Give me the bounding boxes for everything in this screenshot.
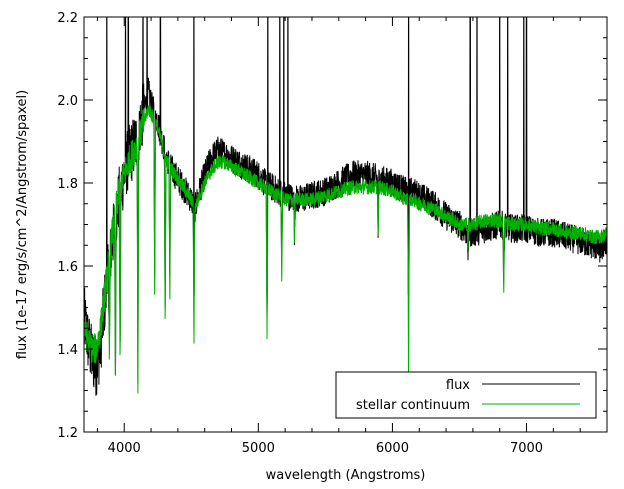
legend-label-flux: flux	[446, 378, 470, 393]
x-tick-label: 4000	[108, 441, 141, 456]
legend-box	[335, 371, 597, 419]
y-tick-label: 2.0	[57, 94, 78, 109]
series-line-stellar-continuum	[84, 104, 607, 394]
axis-ticks	[84, 16, 608, 433]
axis-tick-labels: 4000 5000 6000 7000 1.2 1.4 1.6 1.8 2.0 2.2	[57, 11, 543, 456]
y-tick-label: 1.6	[57, 260, 78, 275]
legend-label-stellar-continuum: stellar continuum	[356, 398, 470, 413]
x-tick-label: 6000	[376, 441, 409, 456]
y-tick-label: 1.4	[57, 343, 78, 358]
y-tick-label: 2.2	[57, 11, 78, 26]
legend: flux stellar continuum	[335, 371, 597, 419]
x-tick-label: 7000	[510, 441, 543, 456]
x-axis-label: wavelength (Angstroms)	[266, 468, 426, 483]
plot-area	[84, 17, 607, 396]
y-axis-label: flux (1e-17 erg/s/cm^2/Angstrom/spaxel)	[15, 90, 30, 360]
x-tick-label: 5000	[242, 441, 275, 456]
y-tick-label: 1.2	[57, 426, 78, 441]
y-tick-label: 1.8	[57, 177, 78, 192]
